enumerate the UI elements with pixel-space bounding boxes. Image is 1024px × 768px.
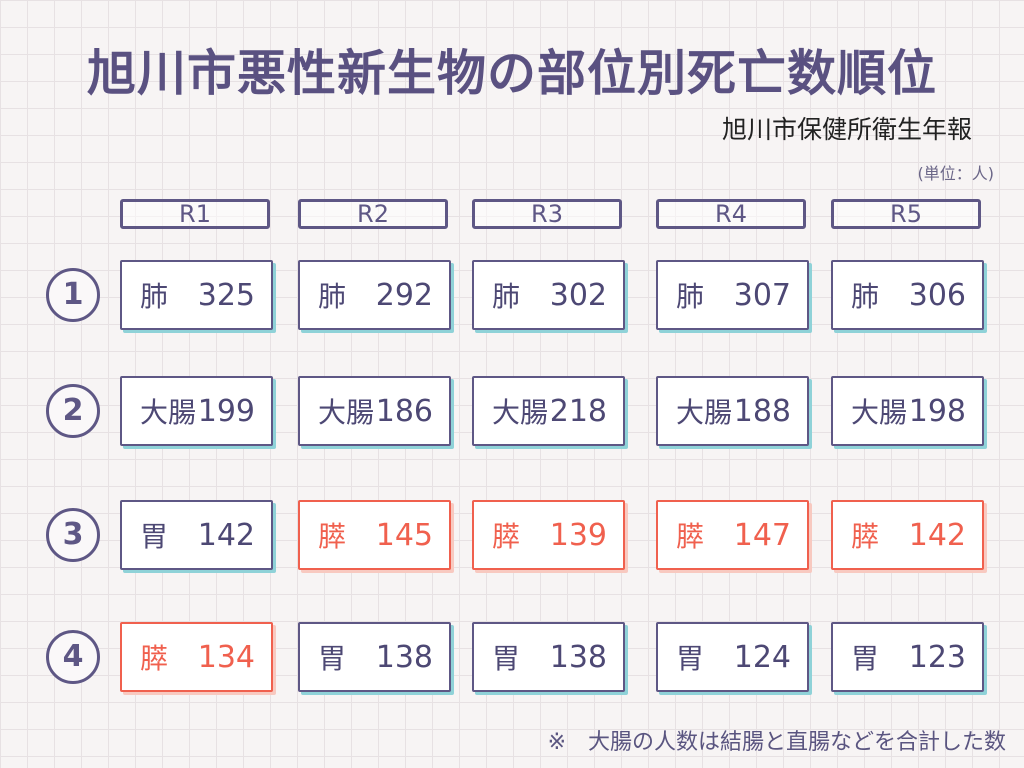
cancer-site-label: 膵 [492,520,521,553]
year-header-r2: R2 [298,199,448,229]
rank-cell-r4-r1: 膵 134 [120,622,273,692]
death-count-value: 307 [733,277,791,313]
rank-badge-3: 3 [46,508,100,562]
source-label: 旭川市保健所衛生年報 [721,115,972,144]
cancer-site-label: 膵 [851,520,880,553]
death-count-value: 145 [375,517,433,553]
cancer-site-label: 胃 [140,520,169,553]
cancer-site-label: 胃 [676,642,705,675]
cancer-site-label: 大腸 [140,396,197,429]
year-header-r4: R4 [656,199,806,229]
death-count-value: 186 [375,393,433,429]
rank-cell-r2-r2: 大腸 186 [298,376,451,446]
death-count-value: 138 [549,639,607,675]
rank-cell-r4-r4: 胃 124 [656,622,809,692]
cancer-site-label: 肺 [851,280,880,313]
rank-cell-r2-r5: 大腸 198 [831,376,984,446]
rank-cell-r3-r1: 胃 142 [120,500,273,570]
death-count-value: 123 [908,639,966,675]
death-count-value: 142 [908,517,966,553]
cancer-site-label: 大腸 [318,396,375,429]
cancer-site-label: 大腸 [492,396,549,429]
rank-cell-r4-r3: 胃 138 [472,622,625,692]
rank-cell-r4-r5: 胃 123 [831,622,984,692]
death-count-value: 306 [908,277,966,313]
page-title: 旭川市悪性新生物の部位別死亡数順位 [86,45,937,102]
year-header-r5: R5 [831,199,981,229]
rank-badge-4: 4 [46,630,100,684]
rank-cell-r3-r5: 膵 142 [831,500,984,570]
death-count-value: 142 [197,517,255,553]
rank-badge-1: 1 [46,268,100,322]
cancer-site-label: 肺 [318,280,347,313]
cancer-site-label: 胃 [851,642,880,675]
rank-cell-r1-r5: 肺 306 [831,260,984,330]
rank-cell-r2-r3: 大腸 218 [472,376,625,446]
death-count-value: 188 [733,393,791,429]
death-count-value: 139 [549,517,607,553]
death-count-value: 138 [375,639,433,675]
cancer-site-label: 胃 [492,642,521,675]
cancer-site-label: 膵 [318,520,347,553]
death-count-value: 147 [733,517,791,553]
unit-label: (単位：人) [917,164,995,183]
death-count-value: 302 [549,277,607,313]
rank-cell-r4-r2: 胃 138 [298,622,451,692]
cancer-site-label: 胃 [318,642,347,675]
cancer-site-label: 膵 [676,520,705,553]
footnote: ※ 大腸の人数は結腸と直腸などを合計した数 [547,730,1006,755]
rank-cell-r3-r3: 膵 139 [472,500,625,570]
rank-cell-r1-r4: 肺 307 [656,260,809,330]
cancer-site-label: 大腸 [851,396,908,429]
rank-cell-r1-r1: 肺 325 [120,260,273,330]
death-count-value: 218 [549,393,607,429]
cancer-site-label: 肺 [492,280,521,313]
cancer-site-label: 膵 [140,642,169,675]
rank-badge-2: 2 [46,384,100,438]
death-count-value: 134 [197,639,255,675]
rank-cell-r3-r4: 膵 147 [656,500,809,570]
rank-cell-r3-r2: 膵 145 [298,500,451,570]
rank-cell-r1-r2: 肺 292 [298,260,451,330]
death-count-value: 198 [908,393,966,429]
cancer-site-label: 肺 [140,280,169,313]
death-count-value: 124 [733,639,791,675]
year-header-r1: R1 [120,199,270,229]
rank-cell-r2-r4: 大腸 188 [656,376,809,446]
rank-cell-r2-r1: 大腸 199 [120,376,273,446]
cancer-site-label: 肺 [676,280,705,313]
rank-cell-r1-r3: 肺 302 [472,260,625,330]
year-header-r3: R3 [472,199,622,229]
death-count-value: 292 [375,277,433,313]
death-count-value: 199 [197,393,255,429]
cancer-site-label: 大腸 [676,396,733,429]
death-count-value: 325 [197,277,255,313]
